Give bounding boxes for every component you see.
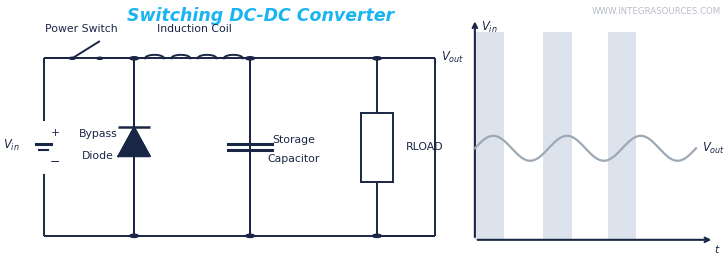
Text: $\mathit{V}_{\mathit{out}}$: $\mathit{V}_{\mathit{out}}$ [702, 141, 725, 156]
Text: Capacitor: Capacitor [268, 154, 320, 164]
Circle shape [130, 234, 138, 237]
Text: Power Switch: Power Switch [45, 24, 118, 34]
Text: RLOAD: RLOAD [406, 142, 444, 152]
Circle shape [373, 234, 381, 237]
Text: Diode: Diode [82, 151, 114, 161]
Text: t: t [714, 245, 718, 255]
Bar [544, 32, 572, 240]
Text: WWW.INTEGRASOURCES.COM: WWW.INTEGRASOURCES.COM [592, 7, 721, 16]
Text: −: − [50, 155, 60, 168]
Circle shape [246, 234, 254, 237]
Text: $\mathit{V}_{\mathit{in}}$: $\mathit{V}_{\mathit{in}}$ [481, 20, 497, 35]
Bar [475, 32, 504, 240]
Circle shape [70, 57, 75, 59]
Circle shape [373, 57, 381, 60]
Text: $\mathit{V}_{\mathit{in}}$: $\mathit{V}_{\mathit{in}}$ [3, 138, 20, 153]
Text: Bypass: Bypass [78, 129, 117, 139]
Polygon shape [118, 127, 150, 156]
Bar [361, 113, 393, 182]
Text: Storage: Storage [272, 135, 315, 145]
Circle shape [130, 57, 138, 60]
Text: +: + [51, 128, 59, 138]
Text: $\mathit{V}_{\mathit{out}}$: $\mathit{V}_{\mathit{out}}$ [441, 50, 464, 64]
Circle shape [97, 57, 103, 59]
Bar [608, 32, 637, 240]
Text: Induction Coil: Induction Coil [157, 24, 231, 34]
Text: Switching DC-DC Converter: Switching DC-DC Converter [128, 7, 394, 25]
Circle shape [246, 57, 254, 60]
